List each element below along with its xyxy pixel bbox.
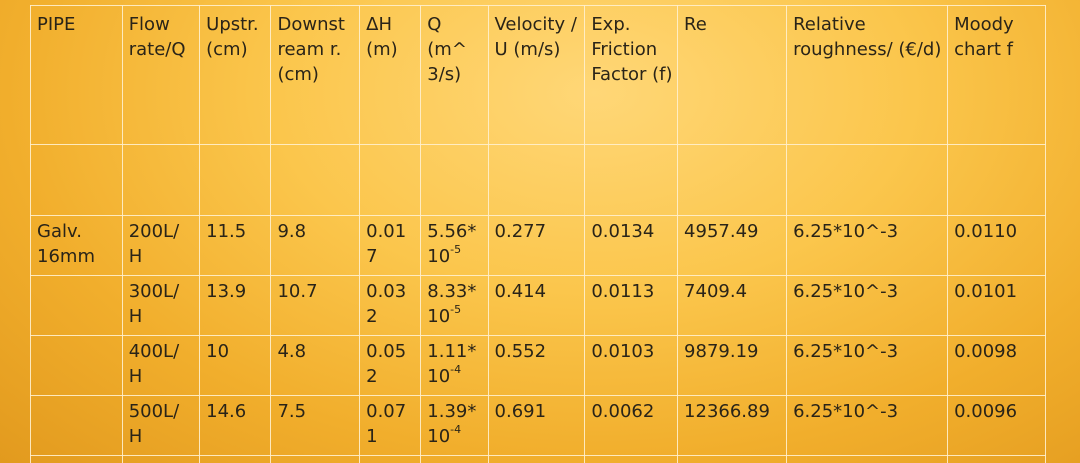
relative-roughness-cell: 6.25*10^-3 [786,275,949,336]
downstream-cell: 7.5 [270,395,361,456]
q-exponent: -4 [450,423,462,436]
moody-f-cell: 0.0110 [947,215,1046,276]
exp-friction-cell: 0.0103 [584,335,679,396]
pipe-cell [30,275,123,336]
header-pipe: PIPE [30,5,123,145]
table-row: 500L/ H 14.6 7.5 0.071 1.39* 10-4 0.691 … [30,395,1046,456]
relative-roughness-cell: 6.25*10^-3 [786,215,949,276]
upstream-cell: 11.5 [199,215,272,276]
q-cell: 8.33* 10-5 [420,275,489,336]
pipe-cell [30,335,123,396]
header-flow-rate: Flow rate/Q [121,5,201,145]
relative-roughness-cell: 6.25*10^-3 [786,335,949,396]
flow-cell: 400L/ H [121,335,201,396]
downstream-cell: 4.8 [270,335,361,396]
re-cell: 4957.49 [677,215,788,276]
moody-f-cell: 0.0098 [947,335,1046,396]
header-re: Re [677,5,788,145]
q-base: 5.56* 10 [427,221,477,267]
results-table: PIPE Flow rate/Q Upstr. (cm) Downst ream… [30,5,1046,463]
delta-h-cell: 0.032 [359,275,422,336]
velocity-cell: 0.552 [487,335,586,396]
q-cell: 1.39* 10-4 [420,395,489,456]
header-moody-f: Moody chart f [947,5,1046,145]
partial-row [30,455,1046,463]
q-base: 1.11* 10 [427,341,477,387]
delta-h-cell: 0.017 [359,215,422,276]
header-upstream: Upstr. (cm) [199,5,272,145]
exp-friction-cell: 0.0113 [584,275,679,336]
relative-roughness-cell: 6.25*10^-3 [786,395,949,456]
delta-h-cell: 0.071 [359,395,422,456]
upstream-cell: 14.6 [199,395,272,456]
q-exponent: -4 [450,363,462,376]
flow-cell: 200L/ H [121,215,201,276]
q-cell: 1.11* 10-4 [420,335,489,396]
velocity-cell: 0.414 [487,275,586,336]
header-downstream: Downst ream r.(cm) [270,5,361,145]
header-delta-h: ΔH (m) [359,5,422,145]
re-cell: 9879.19 [677,335,788,396]
table-row: 400L/ H 10 4.8 0.052 1.11* 10-4 0.552 0.… [30,335,1046,396]
header-relative-roughness: Relative roughness/ (€/d) [786,5,949,145]
downstream-cell: 10.7 [270,275,361,336]
q-exponent: -5 [450,243,462,256]
q-exponent: -5 [450,303,462,316]
moody-f-cell: 0.0101 [947,275,1046,336]
exp-friction-cell: 0.0134 [584,215,679,276]
empty-row [30,144,1046,216]
table-row: Galv. 16mm 200L/ H 11.5 9.8 0.017 5.56* … [30,215,1046,276]
flow-cell: 500L/ H [121,395,201,456]
q-base: 8.33* 10 [427,281,477,327]
upstream-cell: 10 [199,335,272,396]
re-cell: 12366.89 [677,395,788,456]
header-q: Q (m^ 3/s) [420,5,489,145]
velocity-cell: 0.277 [487,215,586,276]
moody-f-cell: 0.0096 [947,395,1046,456]
table-row: 300L/ H 13.9 10.7 0.032 8.33* 10-5 0.414… [30,275,1046,336]
header-row: PIPE Flow rate/Q Upstr. (cm) Downst ream… [30,5,1046,145]
header-velocity: Velocity / U (m/s) [487,5,586,145]
exp-friction-cell: 0.0062 [584,395,679,456]
delta-h-cell: 0.052 [359,335,422,396]
q-base: 1.39* 10 [427,401,477,447]
re-cell: 7409.4 [677,275,788,336]
pipe-cell [30,395,123,456]
header-exp-friction: Exp. Friction Factor (f) [584,5,679,145]
velocity-cell: 0.691 [487,395,586,456]
q-cell: 5.56* 10-5 [420,215,489,276]
flow-cell: 300L/ H [121,275,201,336]
downstream-cell: 9.8 [270,215,361,276]
upstream-cell: 13.9 [199,275,272,336]
pipe-cell: Galv. 16mm [30,215,123,276]
